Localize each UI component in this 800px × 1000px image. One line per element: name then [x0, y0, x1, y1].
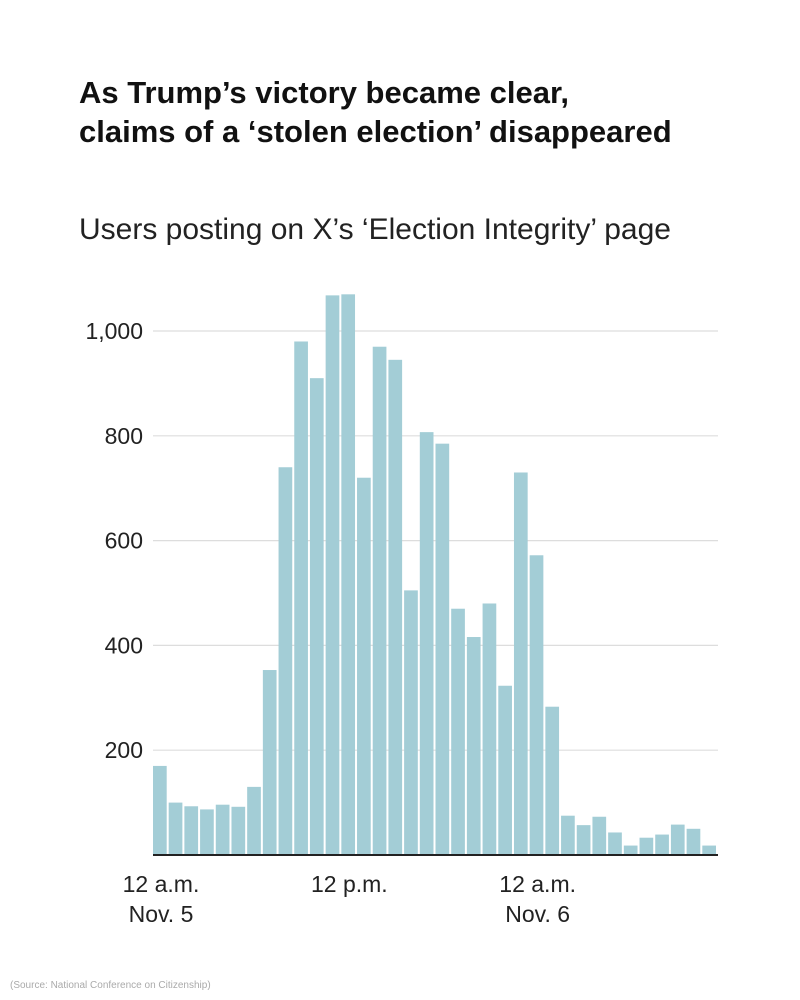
y-tick-label: 400: [105, 632, 143, 658]
x-axis-ticks: 12 a.m. Nov. 5 12 p.m. 12 a.m. Nov. 6: [123, 871, 576, 927]
bar: [435, 443, 450, 855]
chart-title-line-2: claims of a ‘stolen election’ disappeare…: [79, 114, 672, 149]
bar: [608, 832, 622, 855]
bar: [294, 341, 308, 856]
bar: [498, 685, 512, 855]
bar: [309, 378, 324, 855]
chart-title-line-1: As Trump’s victory became clear,: [79, 75, 569, 110]
bar: [372, 346, 387, 855]
bar: [262, 670, 277, 855]
bar: [200, 809, 214, 855]
bar: [513, 472, 528, 855]
bar: [231, 806, 246, 855]
bar: [325, 295, 340, 855]
bar: [404, 590, 418, 855]
y-tick-label: 600: [105, 528, 143, 554]
bar: [655, 834, 669, 855]
bar: [686, 828, 701, 855]
bar: [702, 845, 716, 855]
x-tick-label: Nov. 5: [129, 901, 194, 927]
bar: [592, 816, 607, 855]
bar: [247, 786, 261, 855]
chart-subtitle: Users posting on X’s ‘Election Integrity…: [79, 213, 671, 246]
x-tick-label: Nov. 6: [505, 901, 570, 927]
bar: [482, 603, 497, 855]
bar: [529, 555, 544, 855]
x-tick-label: 12 a.m.: [123, 871, 200, 897]
source-note: (Source: National Conference on Citizens…: [10, 980, 211, 991]
bar: [576, 825, 591, 855]
y-tick-label: 1,000: [85, 318, 143, 344]
bar: [466, 637, 481, 855]
bar: [215, 804, 230, 855]
bar: [184, 806, 199, 855]
bar: [357, 477, 371, 855]
bar: [561, 815, 575, 855]
bar: [168, 802, 183, 855]
bar: [451, 608, 465, 855]
bar: [278, 467, 293, 855]
bars: [153, 294, 716, 856]
y-tick-label: 800: [105, 423, 143, 449]
bar: [639, 837, 654, 855]
bar: [419, 432, 434, 855]
bar: [670, 824, 685, 855]
y-axis-ticks: 200 400 600 800 1,000: [85, 318, 143, 763]
bar: [153, 765, 167, 855]
y-tick-label: 200: [105, 737, 143, 763]
bar: [388, 359, 403, 855]
x-tick-label: 12 a.m.: [499, 871, 576, 897]
bar: [545, 706, 560, 855]
bar: [623, 845, 638, 855]
x-tick-label: 12 p.m.: [311, 871, 388, 897]
bar: [341, 294, 356, 855]
